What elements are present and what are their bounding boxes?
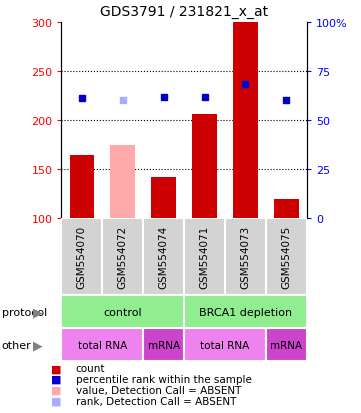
Bar [143,219,184,295]
Bar [266,219,307,295]
Bar [184,295,307,328]
Bar [274,199,299,219]
Text: ▶: ▶ [33,338,43,351]
Title: GDS3791 / 231821_x_at: GDS3791 / 231821_x_at [100,5,268,19]
Text: mRNA: mRNA [148,340,180,350]
Bar [192,115,217,219]
Text: GSM554074: GSM554074 [158,225,169,289]
Text: mRNA: mRNA [270,340,303,350]
Text: other: other [2,340,31,350]
Text: ■: ■ [51,374,61,384]
Text: GSM554075: GSM554075 [281,225,291,289]
Text: ■: ■ [51,363,61,373]
Text: GSM554073: GSM554073 [240,225,251,289]
Text: BRCA1 depletion: BRCA1 depletion [199,307,292,317]
Text: ■: ■ [51,396,61,406]
Bar [233,23,258,219]
Text: total RNA: total RNA [78,340,127,350]
Bar [225,219,266,295]
Bar [70,155,94,219]
Text: GSM554070: GSM554070 [77,225,87,289]
Bar [266,328,307,361]
Text: GSM554071: GSM554071 [200,225,210,289]
Bar [102,219,143,295]
Text: protocol: protocol [2,307,47,317]
Text: GSM554072: GSM554072 [118,225,128,289]
Text: value, Detection Call = ABSENT: value, Detection Call = ABSENT [76,385,241,395]
Bar [61,328,143,361]
Bar [110,145,135,219]
Bar [184,219,225,295]
Text: total RNA: total RNA [200,340,250,350]
Bar [184,328,266,361]
Text: rank, Detection Call = ABSENT: rank, Detection Call = ABSENT [76,396,236,406]
Text: count: count [76,363,105,373]
Bar [61,219,102,295]
Text: ▶: ▶ [33,305,43,318]
Bar [143,328,184,361]
Bar [151,178,176,219]
Text: control: control [104,307,142,317]
Text: ■: ■ [51,385,61,395]
Text: percentile rank within the sample: percentile rank within the sample [76,374,252,384]
Bar [61,295,184,328]
